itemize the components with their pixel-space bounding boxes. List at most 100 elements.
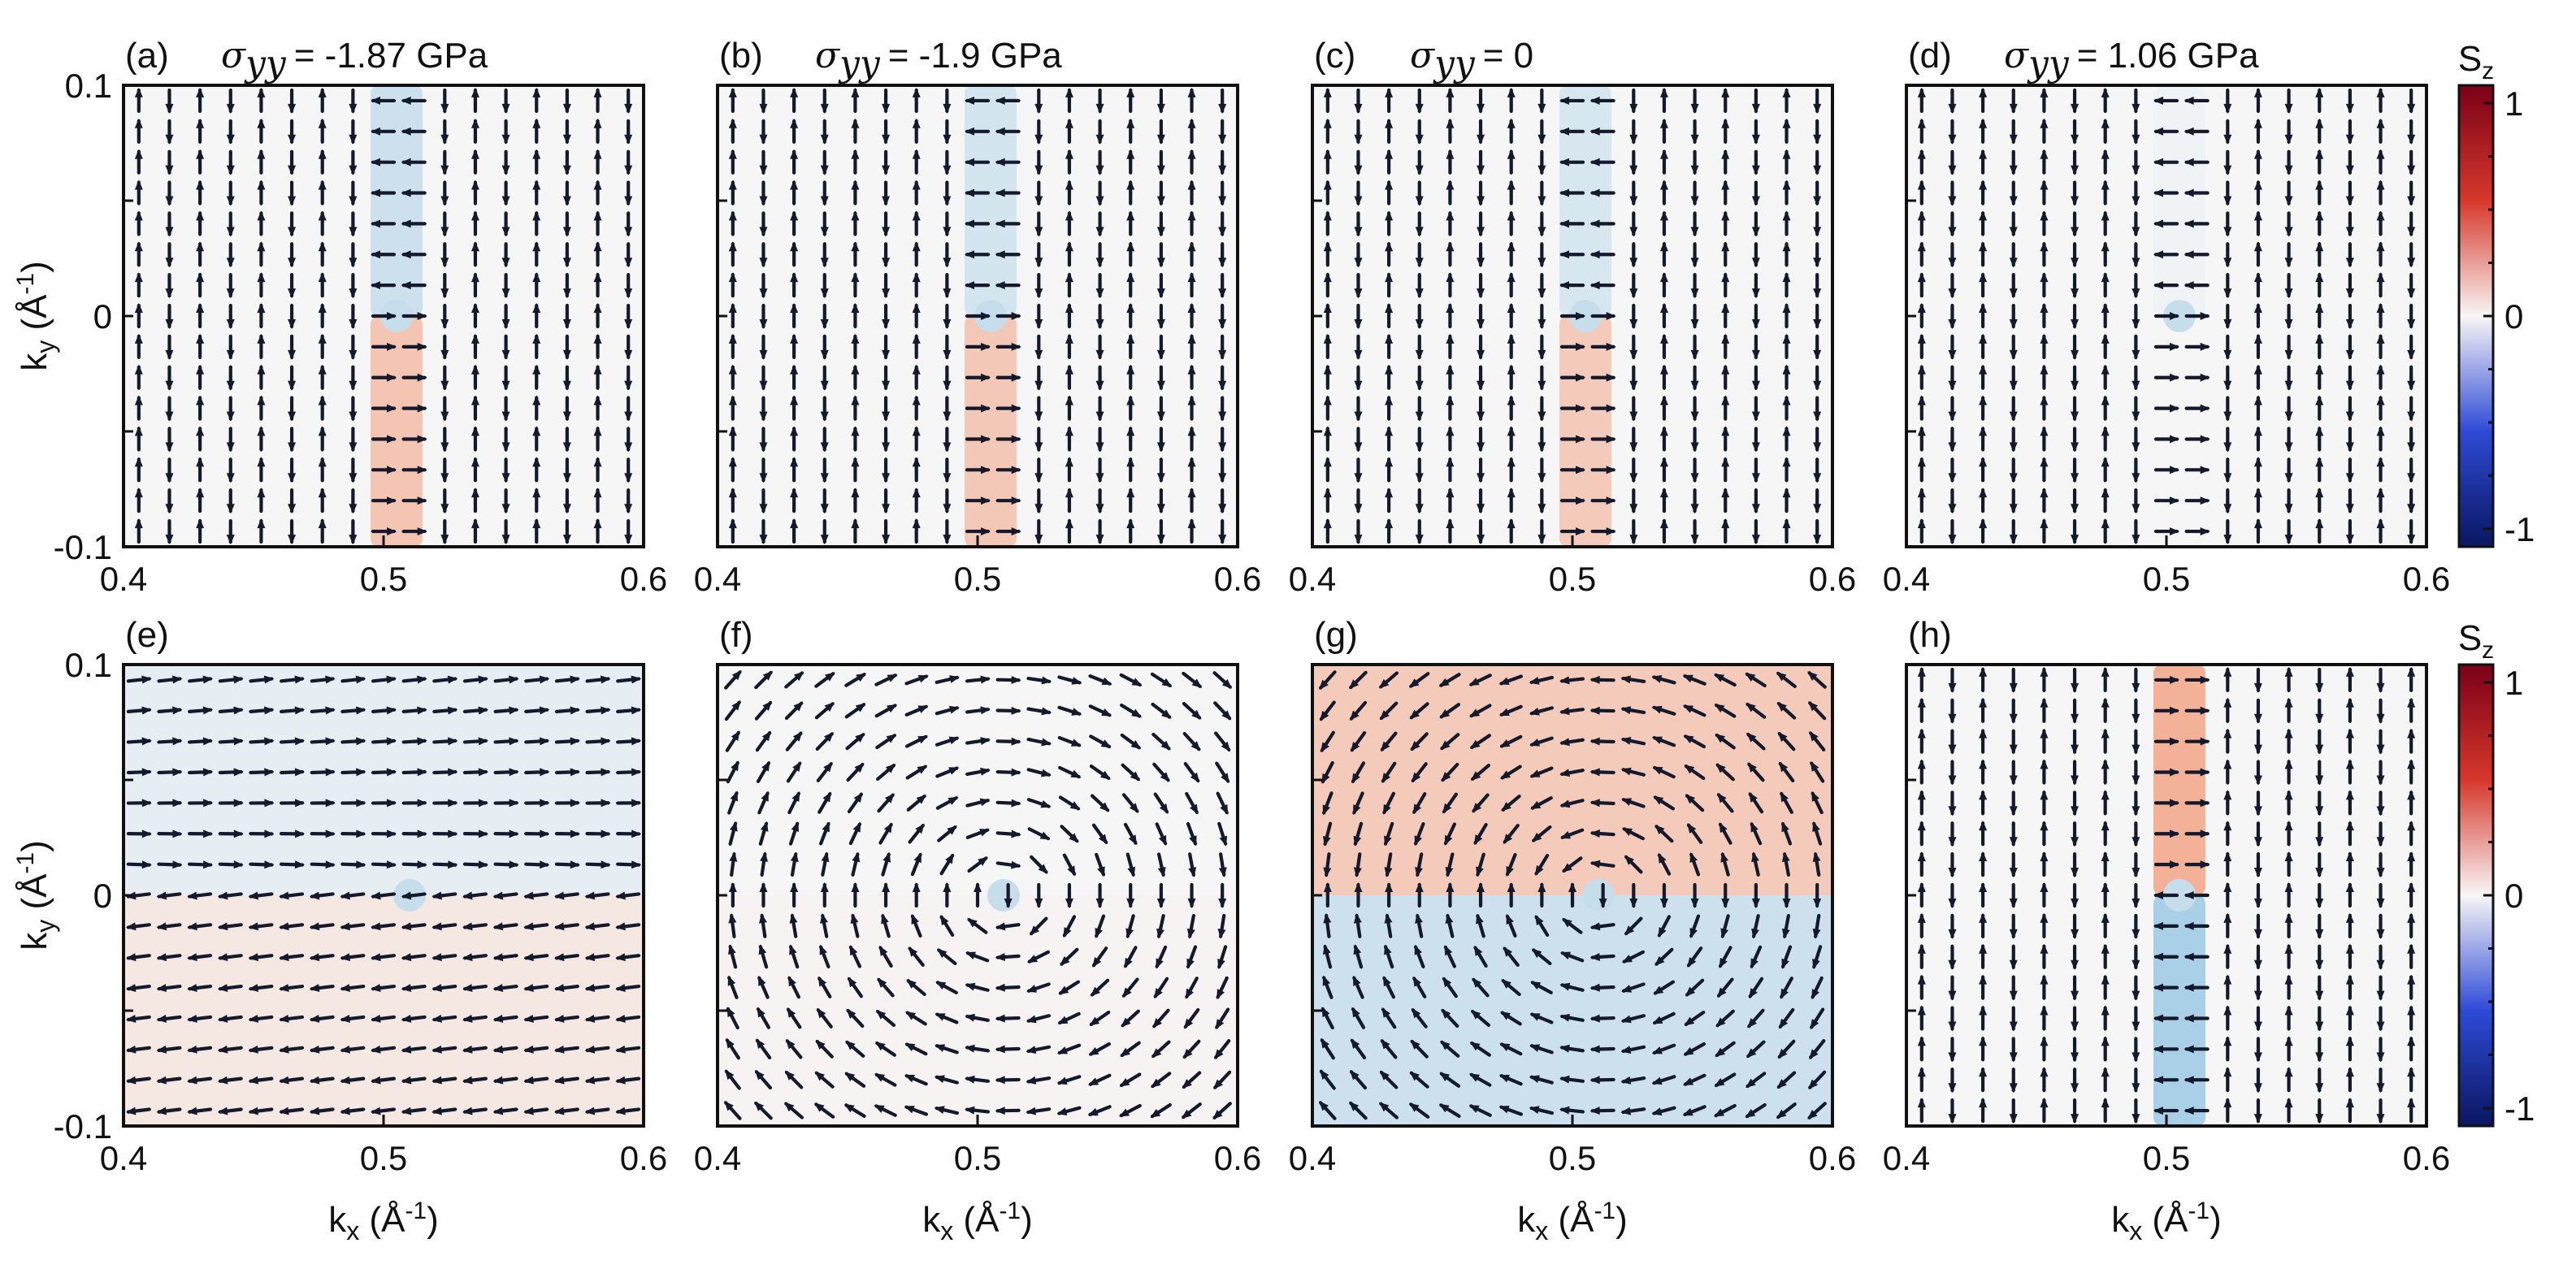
spin-arrowhead [2131,837,2140,847]
spin-arrowhead [1470,771,1481,781]
spin-arrowhead [2376,518,2385,529]
spin-arrowhead [1381,773,1391,783]
spin-arrowhead [851,272,860,283]
spin-arrowhead [851,303,860,313]
spin-arrowhead [1354,380,1363,391]
spin-arrowhead [501,380,510,391]
spin-arrowhead [882,165,891,175]
spin-arrowhead [912,487,921,498]
spin-arrowhead [911,913,919,925]
spin-arrowhead [1559,250,1569,259]
spin-arrowhead [2253,457,2262,467]
spin-arrowhead [759,165,768,175]
spin-arrowhead [1537,196,1546,206]
spin-arrowhead [882,196,891,206]
spin-arrowhead [1537,165,1546,175]
spin-arrowhead [288,504,297,514]
spin-arrowhead [462,1014,473,1023]
spin-arrowhead [2040,180,2049,190]
spin-arrowhead [2223,851,2232,862]
spin-arrowhead [318,241,327,252]
spin-arrowhead [790,333,799,344]
spin-arrowhead [1070,738,1082,747]
spin-arrowhead [1948,535,1957,545]
spin-arrowhead [2284,349,2293,360]
spin-arrowhead [2101,728,2110,738]
spin-arrowhead [387,312,397,320]
spin-arrowhead [2407,1036,2416,1046]
spin-arrowhead [1917,518,1926,529]
spin-arrowhead [1781,958,1789,969]
spin-arrowhead [2345,165,2354,175]
spin-arrowhead [2184,158,2194,167]
spin-arrowhead [1690,165,1699,175]
spin-arrowhead [995,250,1005,259]
spin-arrowhead [1917,364,1926,375]
spin-arrowhead [1100,739,1112,748]
spin-arrowhead [471,303,479,313]
spin-arrowhead [570,860,580,869]
spin-arrowhead [340,984,350,993]
spin-arrowhead [165,227,174,237]
spin-arrowhead [2071,349,2079,360]
spin-arrowhead [981,466,991,474]
spin-arrowhead [851,882,860,892]
spin-arrowhead [759,319,768,329]
x-tick-label: 0.4 [1883,1139,1930,1177]
spin-arrowhead [141,706,152,715]
spin-arrowhead [1721,149,1730,159]
spin-arrowhead [1629,227,1638,237]
spin-arrowhead [1714,1078,1725,1087]
spin-arrowhead [1445,866,1454,877]
spin-arrowhead [1948,806,1957,816]
spin-arrowhead [2376,333,2385,344]
spin-arrowhead [593,487,602,498]
spin-arrowhead [2071,744,2079,755]
spin-arrowhead [1472,977,1482,988]
spin-arrowhead [1751,535,1760,545]
spin-arrowhead [570,768,580,777]
sz-region-lower [2153,316,2205,547]
spin-arrowhead [134,518,143,529]
spin-arrowhead [1812,821,1820,832]
spin-arrowhead [401,1076,412,1085]
spin-arrowhead [981,496,991,505]
spin-arrowhead [196,210,205,221]
spin-arrowhead [1187,899,1196,908]
spin-arrowhead [1119,1078,1130,1087]
spin-arrowhead [1089,1016,1100,1026]
spin-arrowhead [2184,1076,2194,1085]
x-tick-label: 0.6 [1214,560,1261,598]
spin-arrowhead [624,196,633,206]
spin-arrowhead [553,891,565,900]
spin-arrowhead [1069,833,1079,843]
spin-arrowhead [417,737,427,746]
spin-arrowhead [912,395,921,405]
spin-arrowhead [1782,303,1791,313]
spin-arrowhead [1498,708,1510,716]
spin-arrowhead [349,134,358,145]
spin-arrowhead [371,953,381,962]
spin-arrowhead [1468,678,1480,686]
spin-arrowhead [2040,87,2049,97]
spin-arrowhead [1780,988,1789,999]
spin-arrowhead [936,948,948,959]
spin-arrowhead [2101,1067,2110,1077]
spin-arrowhead [1721,426,1730,436]
spin-arrowhead [401,1014,412,1023]
spin-arrowhead [2315,959,2324,970]
spin-arrowhead [851,87,860,97]
spin-arrowhead [2315,775,2324,786]
spin-arrowhead [2376,149,2385,159]
spin-arrowhead [1507,303,1516,313]
spin-arrowhead [1131,708,1142,718]
spin-arrowhead [279,1014,289,1023]
x-tick-label: 0.5 [1549,560,1596,598]
spin-arrowhead [1213,1079,1224,1089]
spin-arrowhead [325,768,336,777]
spin-arrowhead [1415,504,1424,514]
spin-arrowhead [2131,806,2140,816]
spin-arrowhead [584,922,596,931]
spin-arrowhead [1948,959,1957,970]
spin-arrowhead [325,860,336,869]
